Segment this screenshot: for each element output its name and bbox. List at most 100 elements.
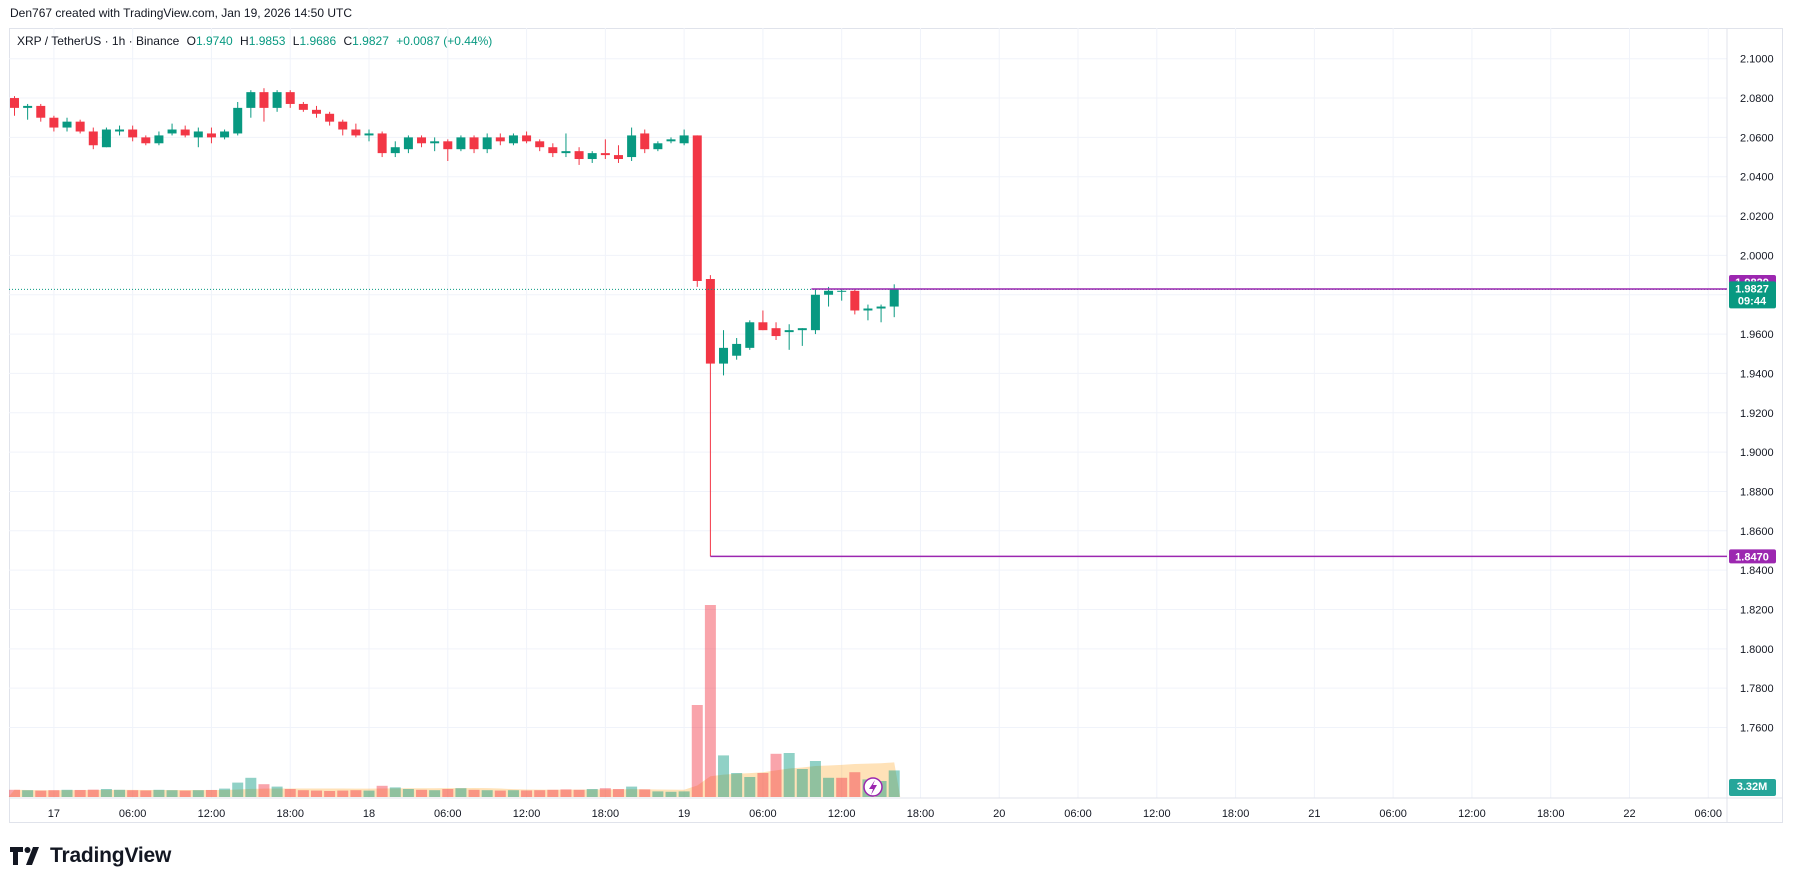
high-label: H (240, 34, 249, 48)
volume-bar (87, 789, 99, 797)
volume-bar (179, 790, 191, 797)
candle-body (692, 135, 702, 281)
candle (338, 119, 348, 136)
x-tick-label: 12:00 (198, 808, 226, 820)
candle (390, 141, 400, 158)
tradingview-logo-icon (10, 847, 39, 865)
candle (876, 304, 886, 323)
volume-bar (704, 605, 716, 797)
candle-body (745, 322, 755, 348)
candle-body (508, 135, 518, 144)
x-tick-label: 18:00 (1537, 808, 1565, 820)
candle-body (390, 147, 400, 154)
candle (784, 324, 794, 350)
candle-body (325, 113, 335, 122)
candle-body (600, 153, 610, 156)
candle-body (36, 105, 46, 118)
candle (535, 139, 545, 152)
candle-body (482, 137, 492, 150)
volume-bar (718, 755, 730, 797)
candle-body (495, 137, 505, 142)
y-tick-label: 1.8800 (1740, 486, 1774, 498)
candle-body (810, 294, 820, 331)
y-tick-label: 2.0000 (1740, 250, 1774, 262)
x-tick-label: 18 (363, 808, 375, 820)
candle-body (850, 290, 860, 311)
volume-tag: 3.32M (1729, 779, 1776, 796)
candle (233, 101, 243, 136)
candle (351, 123, 361, 138)
candle-body (522, 135, 532, 142)
price-chart[interactable]: 2.1000 2.0800 2.0600 2.0400 2.0200 2.0000 1.98… (0, 0, 1793, 840)
volume-bar (888, 770, 900, 797)
volume-bar (429, 790, 441, 797)
x-tick-label: 12:00 (1143, 808, 1171, 820)
y-tick-label: 1.8000 (1740, 644, 1774, 656)
volume-bar (402, 789, 414, 797)
volume-bar (468, 789, 480, 797)
candle (154, 131, 164, 146)
y-tick-label: 1.9600 (1740, 329, 1774, 341)
low-label: L (292, 34, 300, 48)
volume-bar (560, 789, 572, 797)
candle (613, 145, 623, 163)
volume-bar (22, 790, 34, 797)
candle (640, 129, 650, 154)
volume-bar (61, 789, 73, 797)
volume-bar (9, 789, 20, 797)
candle (298, 101, 308, 112)
candle-body (797, 328, 807, 331)
y-tick-label: 1.9400 (1740, 368, 1774, 380)
tradingview-logo[interactable]: TradingView (10, 844, 171, 868)
volume-bar (416, 789, 428, 797)
candle-body (272, 92, 282, 108)
symbol-title: XRP / TetherUS · 1h · Binance (17, 34, 180, 48)
volume-tag-bg (1729, 779, 1776, 796)
candle (325, 111, 335, 126)
candle-body (627, 135, 637, 158)
x-tick-label: 12:00 (1458, 808, 1486, 820)
volume-bar (573, 789, 585, 797)
volume-bar (639, 789, 651, 797)
candle (719, 330, 729, 376)
y-tick-label: 2.0600 (1740, 132, 1774, 144)
candle (285, 90, 295, 108)
volume-bar (783, 753, 795, 797)
low-value: 1.9686 (299, 34, 337, 48)
candle-body (719, 347, 729, 364)
candle (36, 103, 46, 122)
volume-bar (823, 777, 835, 797)
last-price-tag-bg (1729, 281, 1776, 309)
candle-body (154, 135, 164, 144)
candle (705, 275, 715, 557)
volume-bar (114, 789, 126, 797)
volume-bar (35, 790, 47, 797)
candle-body (679, 135, 689, 144)
candle (311, 105, 321, 118)
volume-bar (258, 784, 270, 797)
candle (600, 139, 610, 160)
y-tick-label: 2.1000 (1740, 54, 1774, 66)
candle-body (220, 131, 230, 138)
candle-body (167, 129, 177, 134)
candle-body (535, 141, 545, 148)
volume-tag-text: 3.32M (1737, 781, 1768, 793)
candle (141, 135, 151, 146)
flash-icon (863, 777, 883, 797)
candle (23, 103, 33, 120)
high-value: 1.9853 (248, 34, 286, 48)
candle (49, 115, 59, 132)
volume-bar (219, 788, 231, 797)
candle (101, 127, 111, 148)
x-tick-label: 19 (678, 808, 690, 820)
symbol-legend: XRP / TetherUS · 1h · Binance O1.9740 H1… (17, 34, 492, 48)
y-tick-label: 1.8600 (1740, 526, 1774, 538)
volume-bar (691, 705, 703, 797)
candle (259, 88, 269, 122)
candle-body (548, 147, 558, 154)
candle-body (128, 129, 138, 138)
y-tick-label: 2.0800 (1740, 93, 1774, 105)
volume-bar (494, 790, 506, 797)
candle (837, 288, 847, 301)
